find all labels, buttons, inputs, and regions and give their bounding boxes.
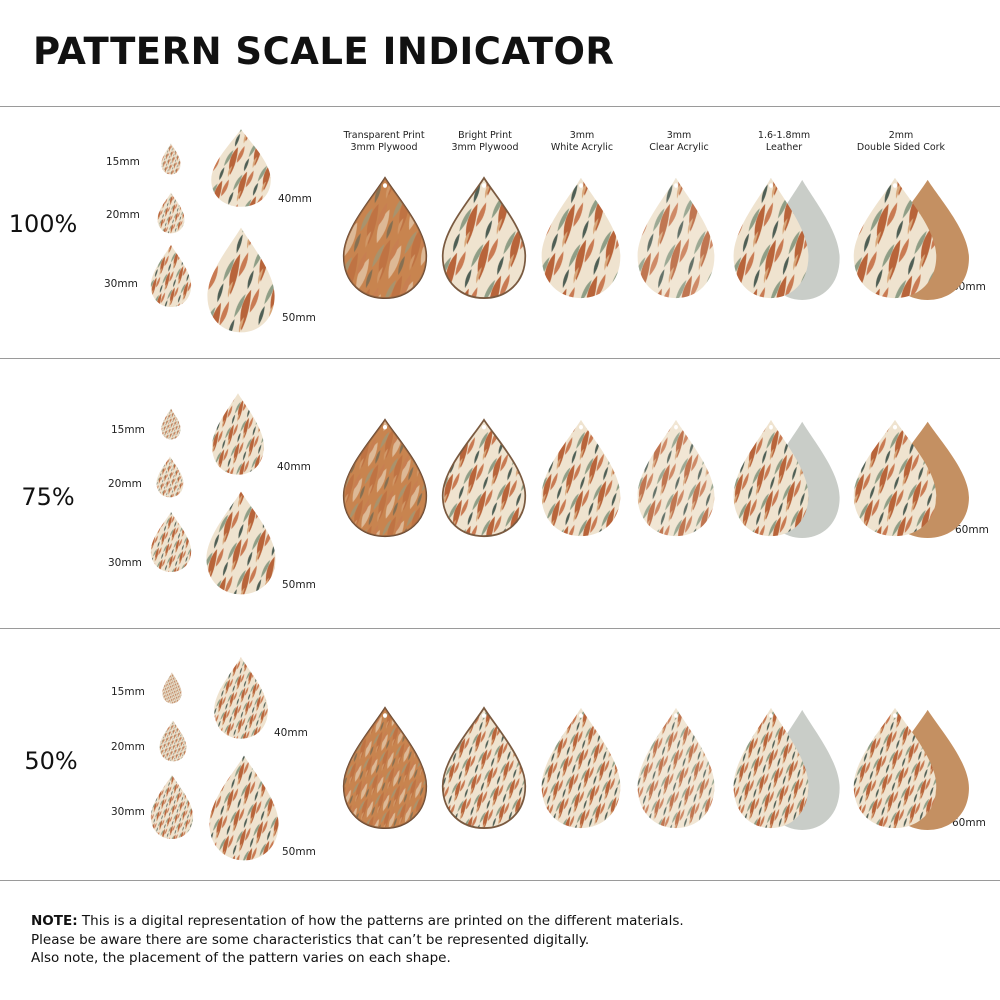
material-sample-drop-icon	[637, 419, 715, 537]
material-sample-drop-icon	[853, 419, 969, 538]
divider	[0, 628, 1000, 629]
scale-label-50: 50%	[24, 747, 78, 775]
material-sample-drop-icon	[342, 418, 428, 538]
size-label: 60mm	[952, 817, 986, 829]
size-sample-drop-icon	[214, 657, 268, 739]
material-sample-drop-icon	[733, 177, 840, 300]
material-sample-drop-icon	[733, 419, 840, 538]
size-label: 20mm	[111, 741, 145, 753]
size-label: 20mm	[108, 478, 142, 490]
material-sample-drop-icon	[342, 176, 428, 300]
material-sample-drop-icon	[541, 419, 621, 537]
material-sample-drop-icon	[637, 707, 715, 829]
size-label: 15mm	[111, 686, 145, 698]
material-label: 2mm Double Sided Cork	[856, 130, 946, 153]
note-line: This is a digital representation of how …	[77, 913, 684, 929]
material-sample-drop-icon	[441, 706, 527, 830]
divider	[0, 880, 1000, 881]
material-sample-drop-icon	[853, 707, 969, 830]
material-sample-drop-icon	[441, 176, 527, 300]
material-sample-drop-icon	[853, 177, 969, 300]
note-line: Please be aware there are some character…	[31, 931, 590, 948]
material-label: Transparent Print 3mm Plywood	[343, 130, 425, 153]
disclaimer-note: NOTE: This is a digital representation o…	[31, 912, 684, 968]
size-sample-drop-icon	[161, 143, 181, 175]
size-sample-drop-icon	[209, 755, 279, 861]
material-label: 3mm White Acrylic	[550, 130, 614, 153]
size-label: 50mm	[282, 312, 316, 324]
size-label: 60mm	[955, 524, 989, 536]
size-label: 30mm	[111, 806, 145, 818]
size-sample-drop-icon	[206, 491, 276, 595]
material-label: 3mm Clear Acrylic	[649, 130, 709, 153]
page-title: PATTERN SCALE INDICATOR	[33, 30, 615, 73]
note-label: NOTE:	[31, 913, 78, 929]
size-sample-drop-icon	[162, 672, 182, 704]
note-line: Also note, the placement of the pattern …	[31, 950, 451, 966]
size-label: 40mm	[274, 727, 308, 739]
size-sample-drop-icon	[150, 511, 192, 573]
size-sample-drop-icon	[159, 720, 187, 762]
size-label: 15mm	[106, 156, 140, 168]
material-sample-drop-icon	[342, 706, 428, 830]
size-label: 50mm	[282, 846, 316, 858]
size-sample-drop-icon	[161, 408, 181, 440]
size-sample-drop-icon	[157, 192, 185, 234]
size-sample-drop-icon	[150, 775, 194, 839]
material-sample-drop-icon	[733, 707, 840, 830]
size-label: 15mm	[111, 424, 145, 436]
size-sample-drop-icon	[207, 227, 275, 333]
material-sample-drop-icon	[637, 177, 715, 299]
material-label: 1.6-1.8mm Leather	[757, 130, 811, 153]
size-sample-drop-icon	[212, 393, 264, 475]
size-sample-drop-icon	[211, 129, 271, 207]
size-sample-drop-icon	[156, 456, 184, 498]
divider	[0, 358, 1000, 359]
size-sample-drop-icon	[150, 244, 192, 308]
size-label: 40mm	[277, 461, 311, 473]
divider	[0, 106, 1000, 107]
material-sample-drop-icon	[541, 707, 621, 829]
material-label: Bright Print 3mm Plywood	[451, 130, 519, 153]
size-label: 30mm	[104, 278, 138, 290]
scale-label-100: 100%	[8, 210, 78, 238]
size-label: 40mm	[278, 193, 312, 205]
size-label: 20mm	[106, 209, 140, 221]
size-label: 50mm	[282, 579, 316, 591]
scale-label-75: 75%	[21, 483, 75, 511]
size-label: 30mm	[108, 557, 142, 569]
material-sample-drop-icon	[541, 177, 621, 299]
material-sample-drop-icon	[441, 418, 527, 538]
